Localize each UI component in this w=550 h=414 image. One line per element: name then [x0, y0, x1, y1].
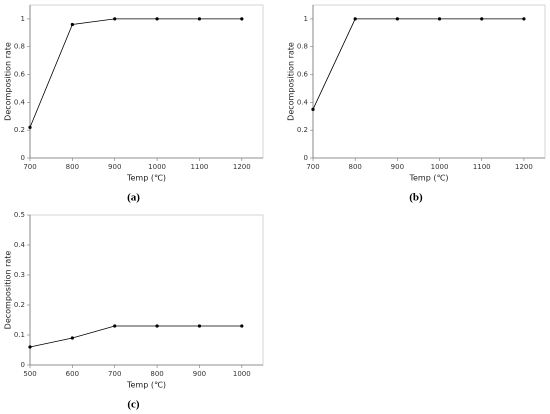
y-tick-label: 0.4 — [14, 98, 26, 106]
data-line — [29, 18, 242, 128]
y-tick-label: 0.3 — [14, 271, 25, 279]
data-line — [312, 18, 524, 110]
x-tick-label: 900 — [391, 163, 404, 171]
x-axis-title: Temp (℃) — [408, 174, 448, 183]
y-axis-title: Decomposition rate — [4, 251, 13, 330]
y-tick-label: 0 — [21, 154, 25, 162]
y-axis-title: Decomposition rate — [4, 42, 13, 121]
x-tick-label: 900 — [108, 163, 121, 171]
y-tick-label: 0 — [21, 361, 25, 369]
data-point — [395, 17, 399, 21]
y-tick-label: 0.4 — [14, 241, 26, 249]
panel-label: (a) — [127, 192, 140, 204]
panel-label: (c) — [127, 399, 140, 411]
y-tick-label: 0.2 — [14, 301, 25, 309]
y-tick-label: 0.6 — [297, 71, 309, 79]
x-tick-label: 1100 — [473, 163, 491, 171]
data-point — [28, 125, 32, 129]
data-point — [70, 336, 74, 340]
y-tick-label: 0.5 — [14, 211, 25, 219]
data-point — [437, 17, 442, 21]
y-tick-label: 0.2 — [14, 126, 25, 134]
x-tick-label: 1000 — [431, 163, 449, 171]
data-point — [28, 345, 32, 349]
data-point — [113, 17, 117, 21]
y-tick-label: 0.2 — [297, 126, 308, 134]
data-point — [353, 17, 357, 21]
data-point — [113, 324, 117, 328]
x-tick-label: 600 — [66, 370, 79, 378]
x-tick-label: 700 — [306, 163, 319, 171]
y-tick-label: 1 — [304, 15, 308, 23]
x-tick-label: 1200 — [515, 163, 533, 171]
data-point — [480, 17, 484, 21]
data-point — [240, 17, 244, 21]
data-point — [311, 107, 315, 111]
x-tick-label: 700 — [108, 370, 121, 378]
x-tick-label: 800 — [348, 163, 361, 171]
plot-frame — [312, 4, 546, 159]
x-axis-title: Temp (℃) — [126, 381, 166, 390]
x-tick-label: 700 — [23, 163, 36, 171]
y-tick-label: 1 — [21, 15, 25, 23]
x-tick-label: 500 — [23, 370, 36, 378]
data-point — [240, 324, 244, 328]
y-tick-label: 0 — [304, 154, 308, 162]
panel-label: (b) — [409, 192, 423, 204]
y-tick-label: 0.6 — [14, 71, 26, 79]
data-point — [70, 22, 74, 27]
x-tick-label: 1200 — [233, 163, 251, 171]
y-tick-label: 0.8 — [14, 43, 25, 51]
data-point — [197, 324, 202, 328]
x-tick-label: 800 — [66, 163, 79, 171]
data-point — [155, 17, 159, 21]
y-tick-label: 0.8 — [297, 43, 308, 51]
plot-frame — [29, 4, 264, 159]
x-tick-label: 1000 — [233, 370, 251, 378]
data-point — [197, 17, 202, 21]
plot-frame — [29, 214, 264, 366]
y-tick-label: 0.1 — [14, 331, 25, 339]
x-tick-label: 1100 — [191, 163, 209, 171]
data-point — [155, 324, 159, 328]
x-tick-label: 900 — [193, 370, 206, 378]
y-axis-title: Decomposition rate — [287, 42, 296, 121]
data-point — [522, 17, 526, 21]
x-tick-label: 1000 — [148, 163, 166, 171]
data-line — [29, 325, 242, 348]
x-axis-title: Temp (℃) — [126, 174, 166, 183]
y-tick-label: 0.4 — [297, 98, 309, 106]
x-tick-label: 800 — [150, 370, 163, 378]
